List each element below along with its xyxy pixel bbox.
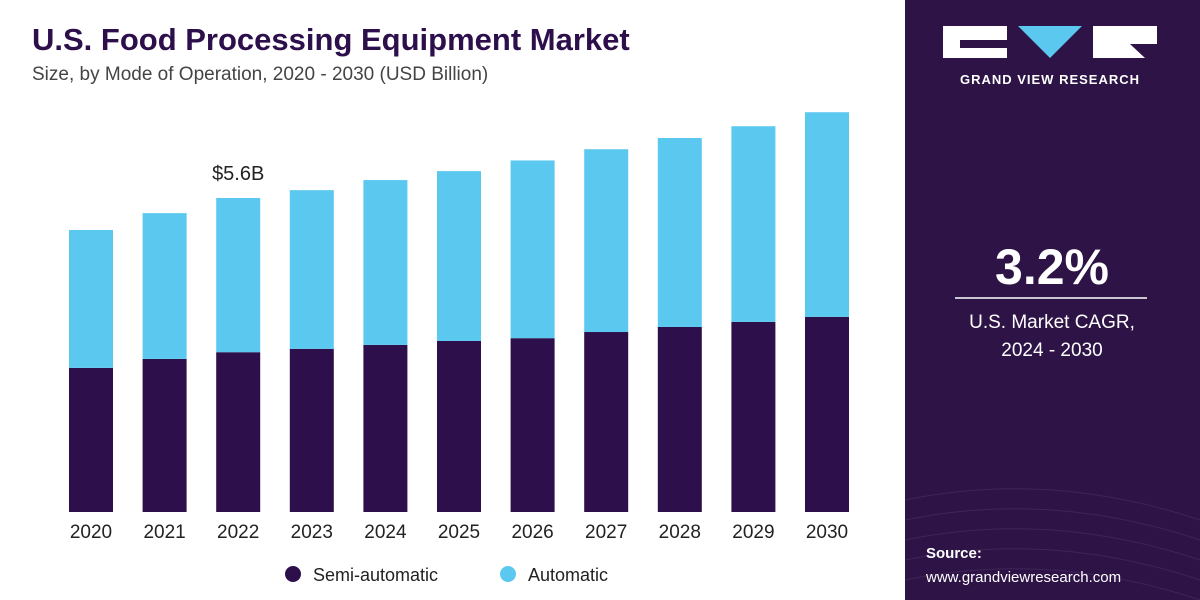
logo-v [1018,26,1082,58]
annotation: $5.6B [212,163,264,185]
x-tick-label: 2024 [364,522,407,543]
cagr-period: 2024 - 2030 [1001,340,1102,361]
x-tick-label: 2023 [291,522,333,543]
bar-segment [69,367,113,512]
bar-segment [363,180,408,345]
bar-segment [142,213,187,359]
bar-segment [289,348,334,512]
x-tick-label: 2021 [143,522,185,543]
mesh-lines [904,488,1200,600]
bar-segment [584,149,629,333]
x-tick-label: 2022 [217,522,259,543]
bar-segment [657,326,702,512]
bar-segment [584,332,629,512]
bar-segment [216,352,261,512]
x-tick-label: 2020 [70,522,112,543]
bar-segment [363,344,408,512]
bar-segment [437,171,481,341]
logo [943,26,1157,58]
x-tick-label: 2028 [659,522,701,543]
legend-label: Automatic [528,565,608,585]
bar-segment [657,138,702,327]
bar-segment [805,316,849,512]
source-label: Source: [926,545,982,562]
logo-r-cut [1130,44,1157,58]
source-url: www.grandviewresearch.com [925,569,1121,586]
chart-title: U.S. Food Processing Equipment Market [32,22,630,57]
x-tick-label: 2026 [511,522,553,543]
sidebar-background [905,0,1200,600]
legend-label: Semi-automatic [313,565,438,585]
bar-segment [731,321,776,512]
legend-swatch [285,566,301,582]
x-tick-label: 2025 [438,522,480,543]
chart-subtitle: Size, by Mode of Operation, 2020 - 2030 … [32,64,488,85]
bar-segment [142,358,187,512]
legend-swatch [500,566,516,582]
x-tick-label: 2027 [585,522,627,543]
brand-name: GRAND VIEW RESEARCH [960,72,1140,87]
bar-segment [216,198,261,353]
sidebar-mesh [904,488,1200,600]
bar-segment [289,190,334,349]
x-tick-label: 2030 [806,522,848,543]
bar-segment [510,160,555,339]
x-tick-label: 2029 [732,522,774,543]
logo-g-cut [960,40,1007,48]
cagr-label: U.S. Market CAGR, [969,312,1135,333]
cagr-value: 3.2% [995,239,1109,295]
bar-segment [510,338,555,512]
bar-segment [731,126,776,322]
bar-segment [69,229,113,368]
bar-segment [437,340,481,512]
bar-segment [805,112,849,317]
